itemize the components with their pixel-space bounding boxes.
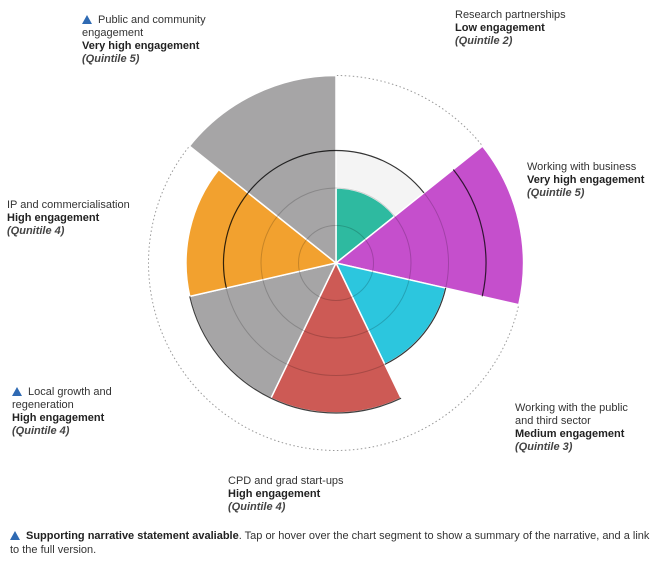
segment-working-with-business[interactable] [334, 145, 525, 306]
segment-quintile: (Quintile 3) [515, 441, 573, 453]
segment-label-cpd-grad-start-ups[interactable]: CPD and grad start-ups High engagement (… [228, 475, 378, 514]
guide-ring-1 [298, 225, 374, 301]
guide-ring-2 [260, 187, 412, 339]
segment-name: Working with the public and third sector [515, 402, 628, 427]
legend-triangle-icon [10, 531, 20, 540]
segment-public-and-community-engagement[interactable] [188, 74, 337, 265]
segment-level: Medium engagement [515, 428, 625, 440]
narrative-triangle-icon [12, 387, 22, 396]
segment-name: CPD and grad start-ups [228, 475, 344, 487]
benchmark-arc-public-and-community-engagement [247, 149, 337, 194]
benchmark-arc-research-partnerships [335, 149, 425, 194]
benchmark-arc-working-with-business [452, 169, 487, 297]
narrative-triangle-icon [82, 15, 92, 24]
segment-name: IP and commercialisation [7, 199, 130, 211]
segment-level: High engagement [228, 488, 321, 500]
legend-text: . Tap or hover over the chart segment to… [10, 530, 650, 556]
segment-level: Very high engagement [82, 40, 200, 52]
benchmark-arc-working-with-the-public-and-third-sector [384, 287, 447, 365]
segment-label-working-with-business[interactable]: Working with business Very high engageme… [527, 161, 657, 200]
segment-label-ip-commercialisation[interactable]: IP and commercialisation High engagement… [7, 199, 157, 238]
segment-level: Low engagement [455, 22, 545, 34]
benchmark-arc-ip-and-commercialisation [222, 192, 249, 289]
legend-bold-text: Supporting narrative statement avaliable [26, 530, 239, 542]
segment-quintile: (Qunitile 4) [7, 225, 65, 237]
segment-name: Public and community engagement [82, 14, 206, 39]
segment-name: Local growth and regeneration [12, 386, 112, 411]
segment-quintile: (Quintile 4) [12, 425, 70, 437]
segment-quintile: (Quintile 4) [228, 501, 286, 513]
polar-area-chart [148, 74, 525, 451]
legend-footnote: Supporting narrative statement avaliable… [10, 529, 650, 557]
segment-level: Very high engagement [527, 174, 645, 186]
benchmark-arc-local-growth-and-regeneration [189, 296, 272, 399]
segment-name: Working with business [527, 161, 637, 173]
segment-label-working-with-public[interactable]: Working with the public and third sector… [515, 402, 645, 454]
segment-level: High engagement [7, 212, 100, 224]
segment-name: Research partnerships [455, 9, 566, 21]
segment-quintile: (Quintile 2) [455, 35, 513, 47]
benchmark-arc-cpd-and-grad-start-ups [270, 397, 402, 414]
segment-label-research-partnerships[interactable]: Research partnerships Low engagement (Qu… [455, 9, 605, 48]
segment-level: High engagement [12, 412, 105, 424]
segment-research-partnerships[interactable] [335, 187, 396, 265]
segment-quintile: (Quintile 5) [527, 187, 585, 199]
segment-label-public-community[interactable]: Public and community engagement Very hig… [82, 14, 242, 66]
segment-label-local-growth[interactable]: Local growth and regeneration High engag… [12, 386, 142, 438]
segment-quintile: (Quintile 5) [82, 53, 140, 65]
